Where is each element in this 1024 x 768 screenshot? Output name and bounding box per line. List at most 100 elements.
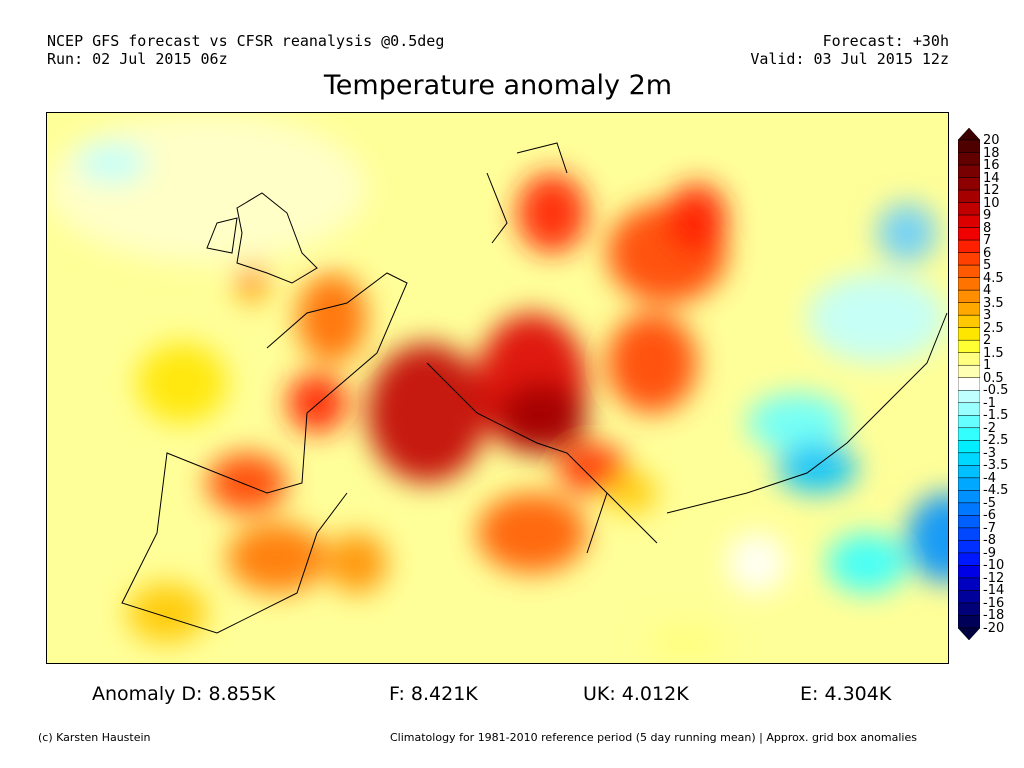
colorbar-band [958, 452, 980, 466]
colorbar-label: -12 [983, 570, 1005, 586]
anomaly-region [747, 393, 847, 453]
coastline [426, 142, 658, 554]
colorbar-label: -16 [983, 595, 1005, 611]
anomaly-region [47, 113, 367, 263]
colorbar-band [958, 314, 980, 328]
colorbar-band [958, 177, 980, 191]
colorbar-band [958, 239, 980, 253]
colorbar-label: 1.5 [983, 345, 1004, 361]
colorbar-band [958, 327, 980, 341]
colorbar-label: 18 [983, 145, 1000, 161]
anomaly-region [807, 273, 947, 363]
colorbar-band [958, 152, 980, 166]
colorbar-label: -2 [983, 420, 996, 436]
colorbar-band [958, 415, 980, 429]
colorbar-band [958, 277, 980, 291]
colorbar-label: 3 [983, 308, 992, 324]
coastline [206, 217, 238, 254]
colorbar-band [958, 339, 980, 353]
colorbar-band [958, 540, 980, 554]
colorbar-label: 7 [983, 233, 992, 249]
model-info: NCEP GFS forecast vs CFSR reanalysis @0.… [47, 32, 445, 50]
colorbar-label: 0.5 [983, 370, 1004, 386]
colorbar-label: 10 [983, 195, 1000, 211]
climatology-note: Climatology for 1981-2010 reference peri… [390, 731, 917, 744]
colorbar-label: -0.5 [983, 383, 1009, 399]
colorbar-band [958, 377, 980, 391]
colorbar-label: -9 [983, 545, 996, 561]
colorbar-label: -3.5 [983, 458, 1009, 474]
colorbar-band [958, 139, 980, 153]
colorbar-label: 20 [983, 133, 1000, 148]
colorbar-label: 9 [983, 208, 992, 224]
colorbar-label: -6 [983, 508, 996, 524]
colorbar-band [958, 202, 980, 216]
colorbar-band [958, 227, 980, 241]
run-time: Run: 02 Jul 2015 06z [47, 50, 228, 68]
colorbar-label: 6 [983, 245, 992, 261]
anomaly-region [127, 583, 207, 643]
colorbar-label: 4.5 [983, 270, 1004, 286]
anomaly-region [137, 343, 227, 423]
colorbar-band [958, 390, 980, 404]
anomaly-region [287, 373, 347, 433]
colorbar-label: -10 [983, 558, 1005, 574]
colorbar-label: 14 [983, 170, 1000, 186]
colorbar-band [958, 602, 980, 616]
colorbar-band [958, 352, 980, 366]
coastline [121, 272, 408, 634]
colorbar-band [958, 515, 980, 529]
colorbar-label: -20 [983, 621, 1005, 636]
anomaly-region [297, 273, 367, 363]
colorbar-band [958, 364, 980, 378]
anomaly-region [607, 473, 657, 513]
coastline [236, 192, 318, 284]
colorbar-band [958, 465, 980, 479]
credit: (c) Karsten Haustein [38, 731, 151, 744]
colorbar-band [958, 402, 980, 416]
colorbar-bottom-triangle [958, 627, 980, 641]
colorbar-label: -14 [983, 583, 1005, 599]
valid-time: Valid: 03 Jul 2015 12z [750, 50, 949, 68]
anomaly-region [877, 203, 937, 263]
anomaly-region [77, 143, 147, 183]
colorbar-band [958, 264, 980, 278]
colorbar-label: -1 [983, 395, 996, 411]
anomaly-region [727, 533, 787, 593]
colorbar-label: -3 [983, 445, 996, 461]
stat-europe: E: 4.304K [800, 683, 892, 705]
colorbar-label: 2.5 [983, 320, 1004, 336]
colorbar-label: -7 [983, 520, 996, 536]
stat-germany: Anomaly D: 8.855K [92, 683, 276, 705]
anomaly-region [667, 183, 727, 253]
anomaly-region [827, 533, 907, 593]
colorbar-band [958, 502, 980, 516]
map-title: Temperature anomaly 2m [323, 70, 673, 101]
colorbar-band [958, 164, 980, 178]
colorbar-band [958, 490, 980, 504]
colorbar-label: -18 [983, 608, 1005, 624]
colorbar-band [958, 302, 980, 316]
colorbar-band [958, 527, 980, 541]
anomaly-region [607, 313, 697, 413]
colorbar-label: -8 [983, 533, 996, 549]
anomaly-region [777, 443, 857, 493]
anomaly-region [327, 533, 387, 593]
anomaly-region [557, 443, 627, 493]
forecast-hour: Forecast: +30h [822, 32, 949, 50]
colorbar-band [958, 552, 980, 566]
colorbar-band [958, 214, 980, 228]
colorbar-label: 4 [983, 283, 992, 299]
colorbar-label: -5 [983, 495, 996, 511]
colorbar-band [958, 189, 980, 203]
colorbar-label: 2 [983, 333, 992, 349]
colorbar-band [958, 615, 980, 629]
colorbar-top-triangle [958, 128, 980, 141]
colorbar-band [958, 440, 980, 454]
colorbar-label: -1.5 [983, 408, 1009, 424]
colorbar-label: 8 [983, 220, 992, 236]
anomaly-region [477, 493, 587, 573]
anomaly-map [46, 112, 949, 664]
anomaly-region [907, 493, 948, 583]
colorbar [958, 128, 980, 641]
